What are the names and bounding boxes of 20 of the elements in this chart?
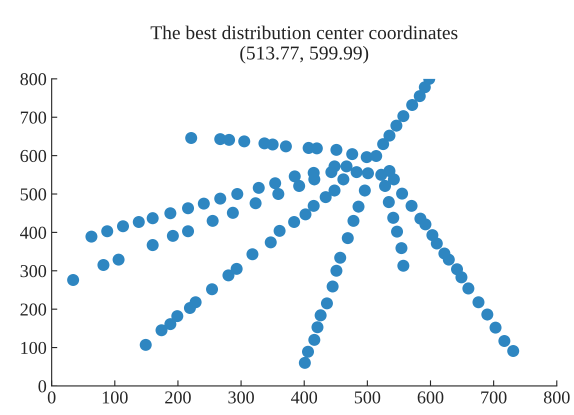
y-tick-label: 200 (20, 303, 46, 316)
x-tick-label: 500 (354, 391, 380, 404)
y-tick-label: 600 (20, 150, 46, 162)
y-tick-label: 100 (21, 342, 46, 354)
y-tick-label: 800 (20, 73, 46, 86)
chart-subtitle: (513.77, 599.99) (240, 46, 368, 64)
y-tick-label: 0 (38, 380, 46, 392)
y-tick-label: 500 (20, 188, 46, 200)
x-tick-label: 0 (48, 391, 56, 404)
x-tick-label: 800 (544, 391, 570, 404)
x-tick-label: 300 (228, 391, 254, 404)
x-tick-label: 100 (102, 391, 128, 404)
y-tick-label: 400 (20, 226, 46, 239)
x-tick-label: 400 (291, 391, 318, 404)
chart-title: The best distribution center coordinates (150, 26, 458, 40)
x-tick-label: 600 (418, 391, 444, 404)
x-tick-label: 700 (481, 391, 506, 404)
y-tick-label: 300 (20, 265, 46, 278)
x-tick-label: 200 (165, 391, 191, 404)
y-tick-label: 700 (20, 111, 46, 124)
